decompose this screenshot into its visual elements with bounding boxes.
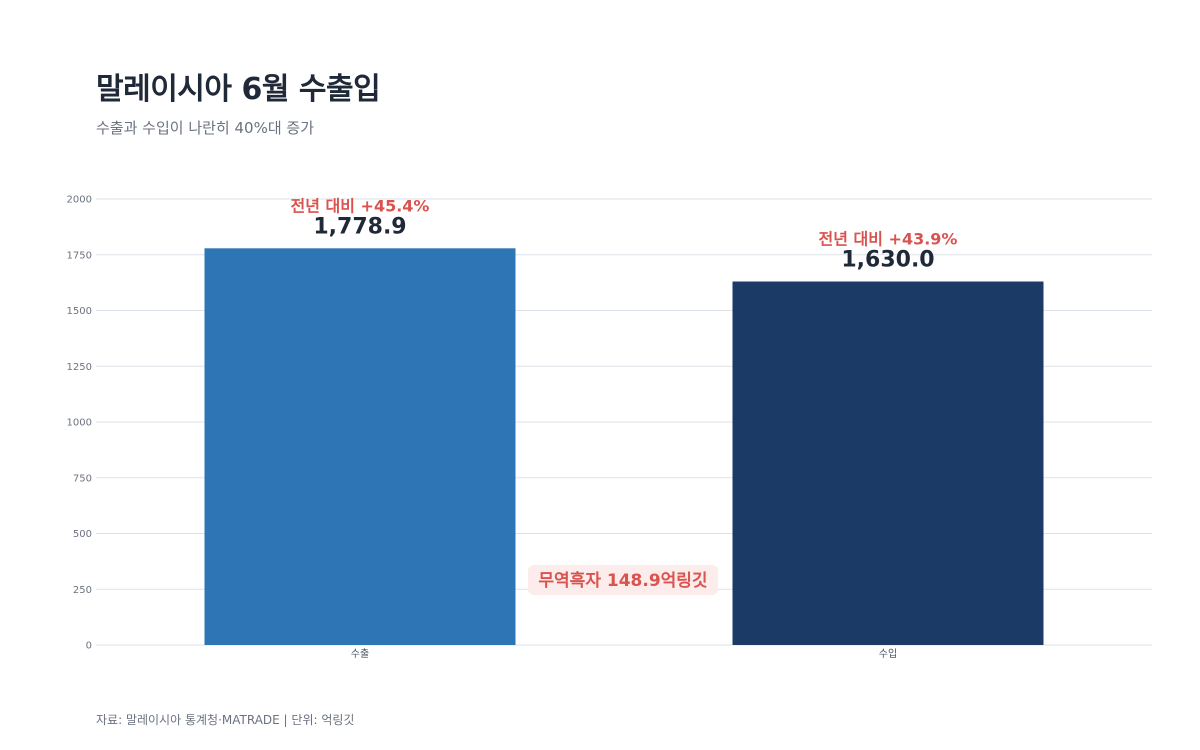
data-labels: 1,778.9전년 대비 +45.4% 수출 1,630.0전년 대비 +43.9%… bbox=[291, 196, 958, 660]
annotation-background bbox=[528, 565, 718, 595]
y-tick-label: 2000 bbox=[67, 195, 92, 206]
bar-import bbox=[732, 281, 1044, 645]
y-tick-label: 0 bbox=[86, 641, 92, 652]
x-category-label: 수입 bbox=[879, 647, 897, 660]
chart-subtitle: 수출과 수입이 나란히 40%대 증가 bbox=[96, 119, 315, 137]
chart-title: 말레이시아 6월 수출입 bbox=[96, 72, 381, 107]
y-tick-label: 500 bbox=[73, 529, 92, 540]
y-tick-label: 750 bbox=[73, 473, 92, 484]
source-note: 자료: 말레이시아 통계청·MATRADE | 단위: 억링깃 bbox=[96, 713, 355, 727]
x-category-label: 수출 bbox=[351, 648, 369, 660]
trade-surplus-annotation: 무역흑자 148.9억링깃 bbox=[528, 565, 718, 595]
annotation-text: 무역흑자 148.9억링깃 bbox=[538, 570, 707, 591]
y-axis-ticks: 0 250 500 750 1000 1250 1500 1750 2000 bbox=[67, 195, 92, 652]
change-label: 전년 대비 +45.4% bbox=[291, 196, 430, 215]
y-tick-label: 1500 bbox=[67, 306, 92, 317]
y-tick-label: 1250 bbox=[67, 362, 92, 373]
y-tick-label: 1000 bbox=[67, 418, 92, 429]
value-label: 1,630.0 bbox=[841, 248, 934, 273]
bar-export bbox=[204, 248, 516, 645]
y-tick-label: 1750 bbox=[67, 250, 92, 261]
y-tick-label: 250 bbox=[73, 585, 92, 596]
change-label: 전년 대비 +43.9% bbox=[819, 230, 958, 249]
bars bbox=[204, 248, 1044, 645]
value-label: 1,778.9 bbox=[313, 214, 406, 239]
